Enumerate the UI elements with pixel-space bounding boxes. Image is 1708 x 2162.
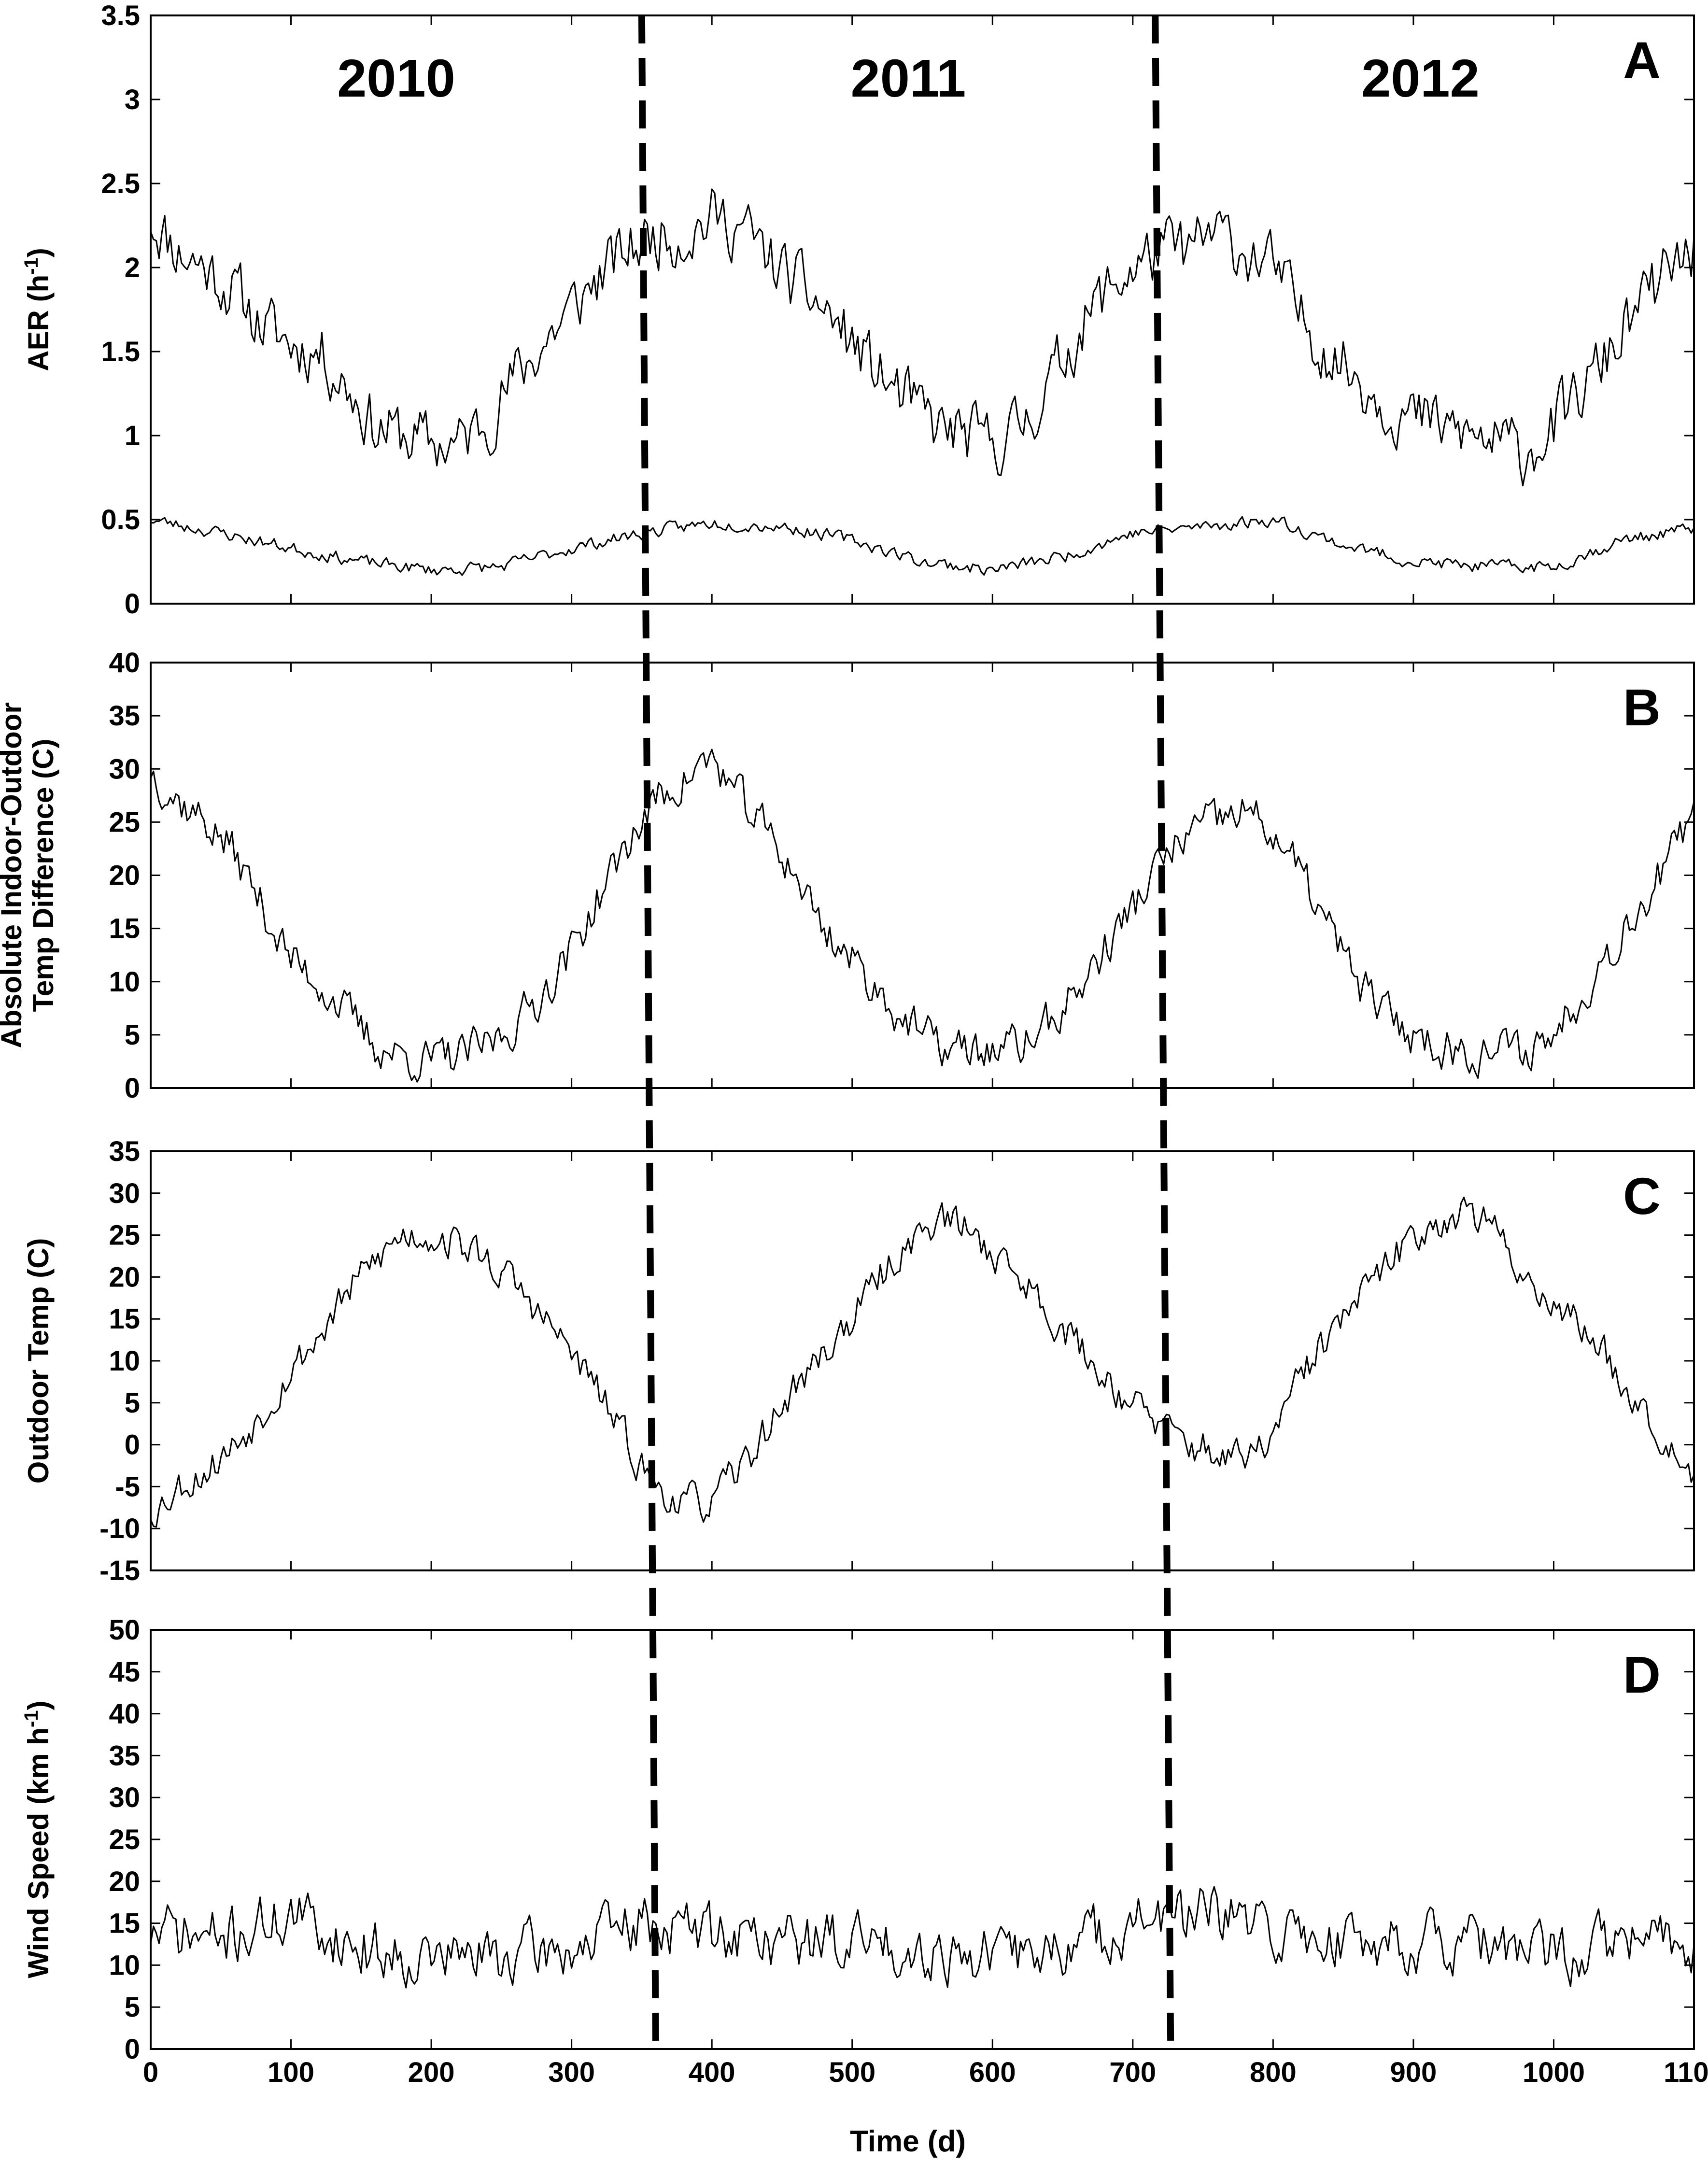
overlay-group: 2010 2011 2012 [337,15,1480,2049]
y-axis-label: Wind Speed (km h-1) [21,1700,55,1978]
y-axis-label-line-2: Temp Difference (C) [27,739,59,1012]
y-tick-label: 1 [125,420,140,452]
y-tick-label: 25 [109,806,140,838]
y-tick-label: 15 [109,913,140,945]
y-tick-label: 40 [109,1698,140,1730]
y-tick-label: 50 [109,1614,140,1646]
y-tick-label: 5 [125,1387,140,1419]
panel-a: 0 0.5 1 1.5 2 2.5 3 3.5 A AER (h-1) [21,0,1695,620]
y-tick-label: 35 [109,1136,140,1167]
axes-box-c [150,1150,1695,1571]
y-tick-label: 20 [109,1866,140,1897]
y-tick-label: 35 [109,1740,140,1771]
series-line-c-1 [150,1197,1695,1528]
x-tick-label: 100 [268,2057,314,2088]
panel-c: -15 -10 -5 0 5 10 15 20 25 30 35 C Outdoor Temp (C) [22,1136,1695,1586]
y-tick-label: 25 [109,1220,140,1251]
y-tick-label: 2.5 [101,168,140,199]
y-tick-label: 3.5 [101,0,140,31]
series-line-b-1 [150,749,1695,1083]
y-tick-label: 30 [109,753,140,785]
panels-group: 0 0.5 1 1.5 2 2.5 3 3.5 A AER (h-1) 0 5 10 15 20 25 30 35… [0,0,1708,2088]
year-label-2012: 2012 [1361,49,1480,108]
series-line-d-1 [150,1886,1695,1989]
panel-b: 0 5 10 15 20 25 30 35 40 B Absolute Indoor-Outdoor… [0,647,1695,1104]
y-tick-label: -5 [115,1471,140,1502]
y-tick-label: 0 [125,2034,140,2065]
x-tick-label: 0 [143,2057,158,2088]
y-tick-label: 15 [109,1303,140,1335]
panel-letter-d: D [1623,1645,1661,1704]
y-tick-label: 0 [125,1073,140,1104]
x-tick-label: 600 [969,2057,1016,2088]
series-line-a-2 [150,516,1695,576]
x-tick-label: 400 [689,2057,735,2088]
y-tick-label: 0.5 [101,504,140,536]
y-tick-label: 45 [109,1656,140,1688]
y-axis-label-line-1: Absolute Indoor-Outdoor [0,702,28,1048]
y-tick-label: 1.5 [101,336,140,367]
year-divider-1 [638,15,659,2049]
y-tick-label: 10 [109,1345,140,1377]
y-tick-label: 30 [109,1178,140,1209]
panel-letter-c: C [1623,1167,1661,1225]
y-tick-label: -15 [99,1555,140,1586]
y-tick-label: 15 [109,1908,140,1939]
y-tick-label: 10 [109,1950,140,1981]
x-tick-label: 900 [1390,2057,1437,2088]
y-tick-label: 0 [125,588,140,620]
y-tick-label: 20 [109,1261,140,1293]
y-tick-label: 25 [109,1824,140,1855]
panel-letter-b: B [1623,678,1661,736]
panel-letter-a: A [1623,31,1661,89]
x-tick-label: 300 [548,2057,595,2088]
year-label-2010: 2010 [337,49,455,108]
x-tick-label: 700 [1109,2057,1156,2088]
x-tick-label: 1000 [1523,2057,1585,2088]
y-tick-label: -10 [99,1513,140,1544]
y-tick-label: 40 [109,647,140,678]
y-tick-label: 5 [125,1019,140,1051]
year-divider-2 [1152,15,1174,2049]
y-tick-label: 20 [109,860,140,891]
y-tick-label: 30 [109,1782,140,1813]
y-tick-label: 35 [109,700,140,732]
y-tick-label: 2 [125,252,140,283]
axes-box-b [150,662,1695,1089]
x-tick-label: 800 [1250,2057,1297,2088]
y-axis-label: Outdoor Temp (C) [22,1238,55,1484]
x-tick-label: 1100 [1664,2057,1708,2088]
axes-box-d [150,1629,1695,2050]
y-tick-label: 3 [125,84,140,115]
year-label-2011: 2011 [851,49,966,108]
y-tick-label: 5 [125,1992,140,2023]
y-tick-label: 10 [109,966,140,998]
x-tick-label: 500 [829,2057,875,2088]
x-axis-label: Time (d) [850,2125,966,2158]
axes-box-a [150,14,1695,605]
series-line-a-1 [150,188,1695,487]
y-tick-label: 0 [125,1429,140,1461]
y-axis-label: AER (h-1) [21,248,55,371]
x-tick-label: 200 [408,2057,455,2088]
